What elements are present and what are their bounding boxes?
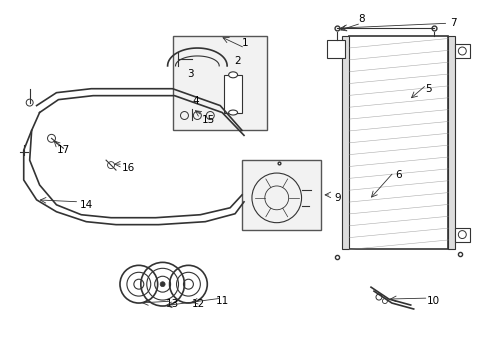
FancyBboxPatch shape xyxy=(172,36,267,130)
Text: 9: 9 xyxy=(334,193,341,203)
Text: 2: 2 xyxy=(235,56,242,66)
Bar xyxy=(455,228,470,242)
Text: 13: 13 xyxy=(166,299,179,309)
Text: 14: 14 xyxy=(79,200,93,210)
Text: 5: 5 xyxy=(425,84,432,94)
Text: 6: 6 xyxy=(395,170,402,180)
Text: 11: 11 xyxy=(216,296,229,306)
Bar xyxy=(448,36,455,249)
Text: 16: 16 xyxy=(122,163,136,173)
Text: 10: 10 xyxy=(427,296,440,306)
FancyBboxPatch shape xyxy=(242,160,321,230)
Bar xyxy=(455,44,470,58)
Text: 4: 4 xyxy=(192,96,199,105)
Circle shape xyxy=(160,282,165,287)
Text: 17: 17 xyxy=(57,145,70,155)
Bar xyxy=(342,36,349,249)
Bar xyxy=(349,36,448,249)
Text: 3: 3 xyxy=(187,69,194,79)
Text: 8: 8 xyxy=(358,14,365,24)
Text: 15: 15 xyxy=(202,116,215,126)
Ellipse shape xyxy=(229,110,238,115)
Bar xyxy=(327,40,345,58)
Ellipse shape xyxy=(229,72,238,78)
Text: 7: 7 xyxy=(450,18,457,28)
Text: 12: 12 xyxy=(192,299,205,309)
Text: 1: 1 xyxy=(242,38,248,48)
Bar xyxy=(224,75,242,113)
